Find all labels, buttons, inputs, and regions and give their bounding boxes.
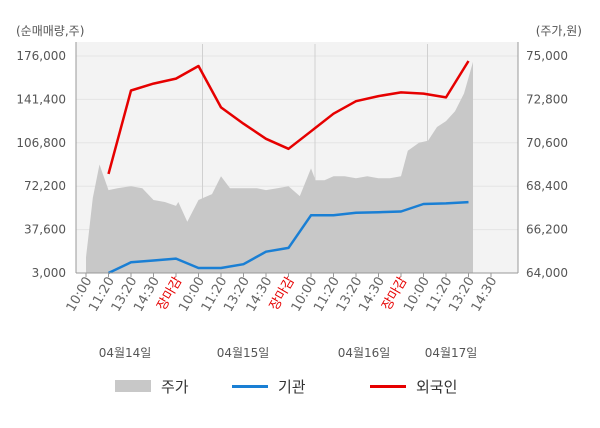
right-axis-tick-label: 64,000 xyxy=(526,266,568,280)
date-label: 04월16일 xyxy=(338,346,391,360)
left-axis-tick-label: 176,000 xyxy=(16,49,66,63)
legend: 주가 기관 외국인 xyxy=(0,374,600,398)
x-axis-ticks: 10:0011:2013:2014:30장마감10:0011:2013:2014… xyxy=(64,273,500,314)
legend-label-institution: 기관 xyxy=(278,377,306,396)
date-label: 04월15일 xyxy=(217,346,270,360)
legend-item-foreign: 외국인 xyxy=(370,374,457,398)
left-axis-unit: (순매매량,주) xyxy=(16,24,85,38)
legend-item-price: 주가 xyxy=(115,374,189,398)
price-layer xyxy=(86,61,473,274)
legend-swatch-foreign xyxy=(370,384,406,388)
line-layer xyxy=(107,60,470,275)
legend-label-price: 주가 xyxy=(161,377,189,396)
foreign-line xyxy=(107,60,470,175)
left-axis-tick-label: 141,400 xyxy=(16,92,66,106)
right-axis-tick-label: 68,400 xyxy=(526,179,568,193)
right-axis-tick-label: 70,600 xyxy=(526,136,568,150)
price-area xyxy=(86,61,473,274)
axes-layer xyxy=(75,42,519,274)
legend-swatch-price xyxy=(115,380,151,392)
left-axis-tick-label: 72,200 xyxy=(24,179,66,193)
institution-line xyxy=(107,200,469,275)
left-axis-tick-label: 106,800 xyxy=(16,136,66,150)
right-axis-tick-label: 66,200 xyxy=(526,223,568,237)
right-axis-tick-label: 75,000 xyxy=(526,49,568,63)
legend-item-institution: 기관 xyxy=(232,374,306,398)
left-axis-ticks: 176,000 141,400 106,800 72,200 37,600 3,000 xyxy=(16,49,66,280)
right-axis-tick-label: 72,800 xyxy=(526,92,568,106)
right-axis-ticks: 75,000 72,800 70,600 68,400 66,200 64,000 xyxy=(526,49,568,280)
legend-swatch-institution xyxy=(232,384,268,388)
legend-label-foreign: 외국인 xyxy=(416,377,458,396)
left-axis-tick-label: 37,600 xyxy=(24,223,66,237)
date-label: 04월14일 xyxy=(99,346,152,360)
date-labels: 04월14일 04월15일 04월16일 04월17일 xyxy=(99,346,478,360)
date-label: 04월17일 xyxy=(425,346,478,360)
right-axis-unit: (주가,원) xyxy=(535,24,582,38)
left-axis-tick-label: 3,000 xyxy=(32,266,66,280)
